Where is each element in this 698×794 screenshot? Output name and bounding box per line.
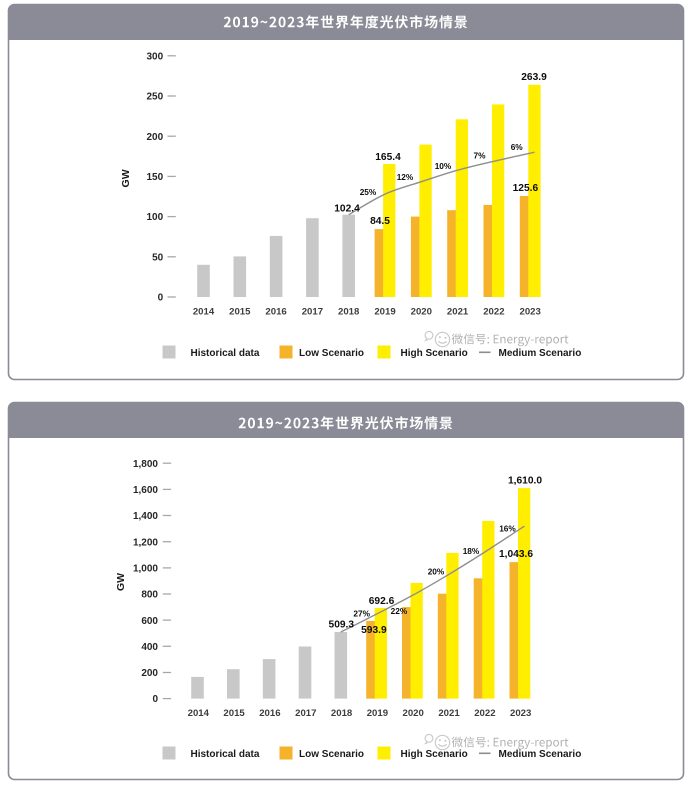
svg-text:22%: 22% bbox=[391, 606, 408, 616]
svg-text:125.6: 125.6 bbox=[513, 183, 539, 194]
svg-text:1,400: 1,400 bbox=[133, 511, 158, 522]
svg-text:250: 250 bbox=[147, 92, 164, 103]
svg-text:GW: GW bbox=[115, 573, 127, 591]
svg-text:1,600: 1,600 bbox=[133, 485, 158, 496]
svg-text:165.4: 165.4 bbox=[375, 152, 401, 163]
svg-text:2020: 2020 bbox=[411, 307, 432, 318]
svg-text:12%: 12% bbox=[397, 172, 414, 182]
svg-text:High Scenario: High Scenario bbox=[401, 749, 468, 760]
svg-text:Medium Scenario: Medium Scenario bbox=[499, 749, 582, 760]
svg-text:102.4: 102.4 bbox=[334, 203, 360, 214]
svg-text:2017: 2017 bbox=[295, 708, 316, 719]
svg-text:2014: 2014 bbox=[193, 307, 215, 318]
svg-text:27%: 27% bbox=[353, 608, 370, 618]
svg-text:2023: 2023 bbox=[520, 307, 541, 318]
svg-text:2021: 2021 bbox=[447, 307, 469, 318]
svg-text:2016: 2016 bbox=[259, 708, 280, 719]
svg-text:1,043.6: 1,043.6 bbox=[499, 549, 533, 560]
svg-text:2023: 2023 bbox=[510, 708, 531, 719]
svg-text:50: 50 bbox=[152, 252, 164, 263]
svg-text:593.9: 593.9 bbox=[361, 625, 387, 636]
svg-text:600: 600 bbox=[141, 616, 158, 627]
svg-text:7%: 7% bbox=[474, 150, 487, 160]
svg-text:2022: 2022 bbox=[483, 307, 504, 318]
svg-text:1,000: 1,000 bbox=[133, 564, 158, 575]
svg-text:High Scenario: High Scenario bbox=[401, 348, 468, 359]
svg-text:25%: 25% bbox=[360, 187, 377, 197]
svg-text:2017: 2017 bbox=[302, 307, 323, 318]
svg-text:6%: 6% bbox=[511, 142, 524, 152]
svg-text:200: 200 bbox=[147, 132, 164, 143]
svg-text:16%: 16% bbox=[499, 523, 516, 533]
svg-text:84.5: 84.5 bbox=[370, 216, 390, 227]
svg-text:Low Scenario: Low Scenario bbox=[299, 749, 364, 760]
svg-text:Historical data: Historical data bbox=[191, 348, 260, 359]
svg-text:2016: 2016 bbox=[265, 307, 286, 318]
svg-text:200: 200 bbox=[141, 668, 158, 679]
svg-text:20%: 20% bbox=[428, 567, 445, 577]
svg-text:692.6: 692.6 bbox=[369, 596, 395, 607]
svg-text:2020: 2020 bbox=[403, 708, 424, 719]
svg-text:150: 150 bbox=[147, 172, 164, 183]
svg-text:GW: GW bbox=[120, 169, 132, 187]
svg-text:2019: 2019 bbox=[374, 307, 395, 318]
svg-text:1,200: 1,200 bbox=[133, 537, 158, 548]
svg-text:Medium Scenario: Medium Scenario bbox=[499, 348, 582, 359]
svg-text:509.3: 509.3 bbox=[329, 619, 355, 630]
svg-text:1,610.0: 1,610.0 bbox=[508, 475, 542, 486]
svg-text:0: 0 bbox=[158, 293, 164, 304]
svg-text:18%: 18% bbox=[463, 546, 480, 556]
svg-text:800: 800 bbox=[141, 590, 158, 601]
svg-text:2018: 2018 bbox=[338, 307, 360, 318]
svg-text:2021: 2021 bbox=[438, 708, 460, 719]
svg-text:2018: 2018 bbox=[331, 708, 353, 719]
svg-text:263.9: 263.9 bbox=[521, 72, 547, 83]
svg-text:10%: 10% bbox=[435, 161, 452, 171]
svg-text:Historical data: Historical data bbox=[191, 749, 260, 760]
svg-text:100: 100 bbox=[147, 212, 164, 223]
svg-text:1,800: 1,800 bbox=[133, 459, 158, 470]
svg-text:2022: 2022 bbox=[474, 708, 495, 719]
svg-text:2015: 2015 bbox=[229, 307, 251, 318]
svg-text:300: 300 bbox=[147, 51, 164, 62]
svg-text:0: 0 bbox=[152, 694, 158, 705]
svg-text:2019: 2019 bbox=[367, 708, 388, 719]
svg-text:2015: 2015 bbox=[223, 708, 245, 719]
svg-text:Low Scenario: Low Scenario bbox=[299, 348, 364, 359]
svg-text:2014: 2014 bbox=[188, 708, 210, 719]
svg-text:400: 400 bbox=[141, 642, 158, 653]
